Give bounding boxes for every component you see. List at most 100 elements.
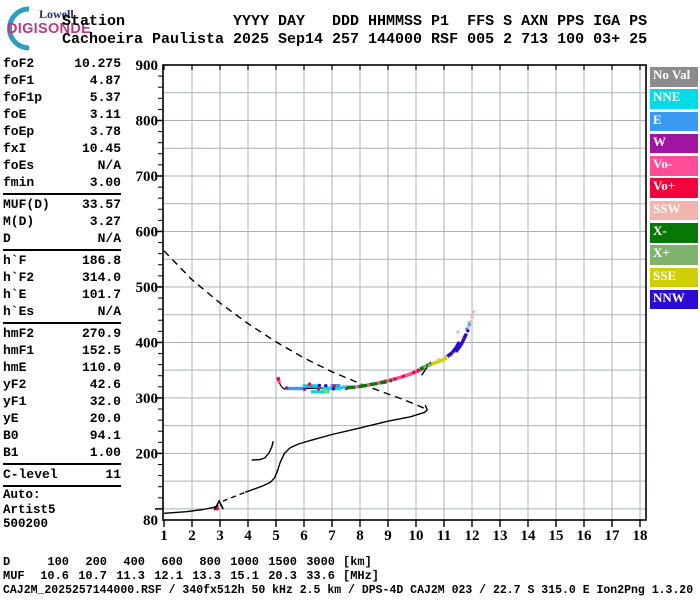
muf-row-label: D xyxy=(3,555,11,569)
legend-item-x-: X+ xyxy=(650,245,698,265)
x-tick-label: 14 xyxy=(521,528,537,544)
parameter-value: 3.27 xyxy=(89,214,121,229)
parameter-row: B1 1.00 xyxy=(3,444,121,461)
series-profile-E xyxy=(163,504,219,514)
x-tick-label: 15 xyxy=(549,528,564,544)
parameter-value: 110.0 xyxy=(81,360,121,375)
y-tick-label: 700 xyxy=(136,169,159,185)
parameter-label: fmin xyxy=(3,175,35,190)
file-info-line: CAJ2M_2025257144000.RSF / 340fx512h 50 k… xyxy=(3,584,694,597)
legend-item-ssw: SSW xyxy=(650,200,698,221)
parameter-label: hmF2 xyxy=(3,326,35,341)
parameter-row: yF2 42.6 xyxy=(3,376,121,393)
parameter-row: MUF(D) 33.57 xyxy=(3,196,121,213)
parameter-label: foF1p xyxy=(3,90,43,105)
muf-row-unit: [MHz] xyxy=(343,568,380,583)
parameter-label: h`F2 xyxy=(3,270,35,285)
legend-item-vo-: Vo+ xyxy=(650,178,698,198)
parameter-label: MUF(D) xyxy=(3,197,50,212)
y-tick-label: 800 xyxy=(136,113,159,129)
header-row-labels: Station YYYY DAY DDD HHMMSS P1 FFS S AXN… xyxy=(62,13,648,30)
parameter-value: 3.00 xyxy=(89,175,121,190)
parameter-value: 3.78 xyxy=(89,124,121,139)
legend-item-sse: SSE xyxy=(650,267,698,288)
muf-value: 100 xyxy=(47,555,69,569)
legend-item-vo-: Vo- xyxy=(650,156,698,176)
parameter-row: hmF1 152.5 xyxy=(3,342,121,359)
y-tick-label: 600 xyxy=(136,224,159,240)
muf-value: 1500 xyxy=(268,555,297,569)
logo-digisonde-text: DIGISONDE xyxy=(7,21,92,37)
parameter-row: h`E 101.7 xyxy=(3,286,121,303)
x-tick-label: 6 xyxy=(300,528,308,544)
parameter-row: hmE 110.0 xyxy=(3,359,121,376)
foe-marker xyxy=(213,499,224,511)
muf-value: 400 xyxy=(123,555,145,569)
y-tick-label: 500 xyxy=(136,280,159,296)
y-tick-label: 300 xyxy=(136,391,159,407)
panel-footer-line: 500200 xyxy=(3,517,49,531)
parameter-row: hmF2 270.9 xyxy=(3,325,121,342)
parameter-label: hmE xyxy=(3,360,27,375)
muf-value: 200 xyxy=(85,555,107,569)
echo-trace-e xyxy=(287,323,471,391)
muf-value: 20.3 xyxy=(268,568,297,583)
parameter-row: fmin 3.00 xyxy=(3,174,121,191)
parameter-row: h`F2 314.0 xyxy=(3,269,121,286)
parameter-label: M(D) xyxy=(3,214,35,229)
x-tick-label: 12 xyxy=(465,528,480,544)
legend-item-e: E xyxy=(650,111,698,132)
parameter-label: hmF1 xyxy=(3,343,35,358)
parameter-label: h`F xyxy=(3,253,27,268)
panel-divider xyxy=(3,463,121,465)
series-profile-F1-segment xyxy=(251,441,274,461)
series-transmission-curve xyxy=(163,250,427,410)
x-tick-label: 5 xyxy=(272,528,280,544)
legend-item-w: W xyxy=(650,133,698,154)
legend-item-x-: X- xyxy=(650,223,698,243)
parameter-row: fxI 10.45 xyxy=(3,140,121,157)
muf-value: 800 xyxy=(199,555,221,569)
legend-item-no-val: No Val xyxy=(650,67,698,87)
header-row-values: Cachoeira Paulista 2025 Sep14 257 144000… xyxy=(62,31,648,48)
parameter-row: foF1 4.87 xyxy=(3,72,121,89)
series-profile-valley xyxy=(222,491,246,502)
x-tick-label: 8 xyxy=(356,528,364,544)
x-tick-label: 16 xyxy=(577,528,593,544)
parameter-row: h`F 186.8 xyxy=(3,252,121,269)
parameter-label: foEs xyxy=(3,158,35,173)
muf-value: 600 xyxy=(161,555,183,569)
x-tick-label: 13 xyxy=(493,528,508,544)
parameter-value: 1.00 xyxy=(89,445,121,460)
x-tick-label: 17 xyxy=(605,528,621,544)
parameter-label: B0 xyxy=(3,428,19,443)
parameter-value: 94.1 xyxy=(89,428,121,443)
parameter-value: 20.0 xyxy=(89,411,121,426)
y-tick-label: 400 xyxy=(136,335,159,351)
logo-arc-icon xyxy=(7,6,30,51)
panel-divider xyxy=(3,322,121,324)
series-profile-F xyxy=(244,404,428,493)
parameter-value: 4.87 xyxy=(89,73,121,88)
parameter-row: foF2 10.275 xyxy=(3,55,121,72)
parameter-row: h`Es N/A xyxy=(3,303,121,320)
muf-value: 3000 xyxy=(306,555,335,569)
muf-value: 12.1 xyxy=(154,568,183,583)
muf-value: 33.6 xyxy=(306,568,335,583)
muf-value: 10.6 xyxy=(40,568,69,583)
parameter-label: B1 xyxy=(3,445,19,460)
echo-trace-x- xyxy=(423,363,432,369)
x-tick-label: 11 xyxy=(437,528,451,544)
parameter-label: D xyxy=(3,231,11,246)
panel-footer-line: Artist5 xyxy=(3,502,56,517)
parameter-row: D N/A xyxy=(3,230,121,247)
grid-lines xyxy=(163,65,646,520)
muf-value: 11.3 xyxy=(116,568,145,583)
parameter-value: 11 xyxy=(105,467,121,482)
parameter-label: h`Es xyxy=(3,304,35,319)
parameter-value: 5.37 xyxy=(89,90,121,105)
panel-divider xyxy=(3,193,121,195)
parameter-value: 10.275 xyxy=(74,56,121,71)
panel-footer-line: Auto: xyxy=(3,488,41,502)
